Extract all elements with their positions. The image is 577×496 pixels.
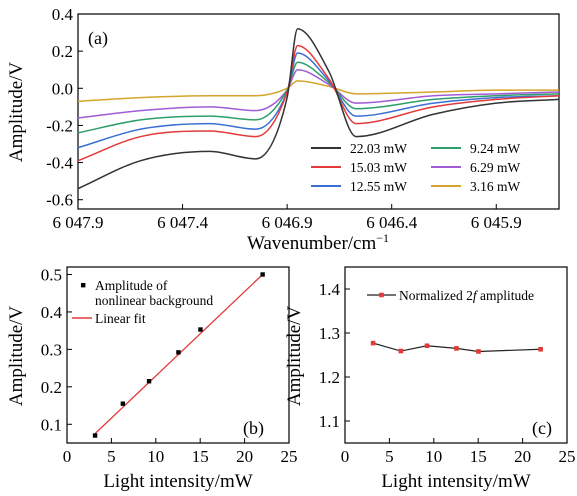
panel-b: 0 5 10 15 20 25 0.1 0.2 0.3 0.4 0.5 (b) Amplitude/… <box>6 265 298 492</box>
panel-c-xtick-label: 0 <box>341 447 350 466</box>
panel-a-xtick-label: 6 047.9 <box>53 213 104 232</box>
panel-a-xtick-label: 6 047.4 <box>157 213 209 232</box>
panel-a-legend-label: 22.03 mW <box>350 141 407 156</box>
panel-a-ytick-label: 0.4 <box>52 5 74 24</box>
panel-b-point <box>198 327 203 332</box>
panel-b-point <box>260 272 265 277</box>
panel-c-xtick-label: 10 <box>425 447 442 466</box>
panel-c-legend-marker <box>379 292 384 298</box>
panel-c-legend-label-pre: Normalized 2 <box>399 288 473 303</box>
panel-b-legend-label-2: nonlinear background <box>95 293 213 308</box>
panel-b-frame <box>66 266 290 444</box>
panel-b-point <box>176 350 181 355</box>
panel-a-legend-label: 15.03 mW <box>350 160 407 175</box>
panel-a-ytick-label: 0.2 <box>52 42 73 61</box>
panel-b-xtick-label: 10 <box>147 447 164 466</box>
panel-a-curves <box>77 28 560 190</box>
panel-a-xlabel-sup: −1 <box>376 231 389 245</box>
panel-a-series-line <box>77 68 560 119</box>
panel-c-point <box>476 349 481 354</box>
panel-b-point <box>120 401 126 406</box>
panel-c-ytick-label: 1.2 <box>319 368 340 387</box>
panel-c-xtick-label: 15 <box>470 447 487 466</box>
panel-b-point <box>146 379 152 384</box>
panel-b-xtick-label: 5 <box>107 447 116 466</box>
panel-a-label: (a) <box>88 28 108 49</box>
panel-a-series-line <box>77 28 560 190</box>
panel-a-legend: 22.03 mW 15.03 mW 12.55 mW 9.24 mW 6.29 mW 3.… <box>311 141 521 194</box>
panel-b-xlabel: Light intensity/mW <box>103 471 252 492</box>
panel-a-series-line <box>77 44 560 162</box>
panel-c-xtick-label: 25 <box>559 447 576 466</box>
panel-a-ytick-label: -0.4 <box>46 154 73 173</box>
panel-c-ytick-label: 1.1 <box>319 412 340 431</box>
panel-c-legend-label-italic: f <box>473 288 479 303</box>
panel-a-ytick-label: 0.0 <box>52 79 73 98</box>
panel-c-frame <box>344 266 568 444</box>
panel-b-ytick-label: 0.5 <box>41 265 62 284</box>
panel-a-xlabel-text: Wavenumber/cm <box>247 233 377 254</box>
panel-c-xlabel: Light intensity/mW <box>381 471 530 492</box>
panel-b-ytick-label: 0.1 <box>41 415 62 434</box>
panel-a-frame <box>77 13 560 210</box>
panel-c-marks <box>370 340 543 354</box>
panel-a-xtick-label: 6 046.9 <box>262 213 313 232</box>
panel-a-ticks: 6 047.9 6 047.4 6 046.9 6 046.4 6 045.9 0.4 0.… <box>46 5 522 232</box>
panel-a-series-line <box>77 52 560 149</box>
panel-c-ytick-label: 1.3 <box>319 324 340 343</box>
panel-c-point <box>538 346 543 352</box>
panel-c-point <box>398 348 404 354</box>
panel-b-ylabel: Amplitude/V <box>6 306 27 407</box>
panel-c-point <box>370 340 376 346</box>
panel-c-legend-label: Normalized 2f amplitude <box>399 288 534 303</box>
panel-b-ytick-label: 0.3 <box>41 340 62 359</box>
panel-a-xtick-label: 6 045.9 <box>471 213 522 232</box>
panel-c-legend: Normalized 2f amplitude <box>367 288 534 303</box>
panel-b-xtick-label: 15 <box>192 447 209 466</box>
panel-b-ticks: 0 5 10 15 20 25 0.1 0.2 0.3 0.4 0.5 <box>41 265 298 466</box>
panel-a-legend-label: 9.24 mW <box>470 141 521 156</box>
panel-c-ticks: 0 5 10 15 20 25 1.1 1.2 1.3 1.4 <box>319 280 576 466</box>
panel-c-point <box>424 343 430 349</box>
panel-c-legend-label-post: amplitude <box>477 288 534 303</box>
panel-b-xtick-label: 25 <box>281 447 298 466</box>
panel-a-series-line <box>77 80 559 103</box>
panel-c-label: (c) <box>532 418 552 439</box>
panel-b-point <box>92 433 98 438</box>
panel-b-legend-marker <box>81 283 86 288</box>
panel-a-legend-label: 12.55 mW <box>350 179 407 194</box>
panel-b-legend-label: Amplitude of <box>95 278 168 293</box>
panel-c-point <box>454 346 459 351</box>
panel-b-ytick-label: 0.4 <box>41 303 63 322</box>
panel-c-series-line <box>372 342 541 353</box>
panel-c-xtick-label: 5 <box>385 447 394 466</box>
panel-c-xtick-label: 20 <box>514 447 531 466</box>
panel-b-legend-label: Linear fit <box>95 311 146 326</box>
panel-a-series-line <box>77 61 560 134</box>
panel-a-xtick-label: 6 046.4 <box>366 213 418 232</box>
panel-c-ylabel: Amplitude/V <box>284 306 305 407</box>
panel-a-xlabel: Wavenumber/cm−1 <box>247 231 389 254</box>
panel-a-ytick-label: -0.6 <box>46 191 73 210</box>
panel-b-label: (b) <box>243 418 264 439</box>
panel-c-ytick-label: 1.4 <box>319 280 341 299</box>
panel-b-ytick-label: 0.2 <box>41 378 62 397</box>
panel-a-ylabel: Amplitude/V <box>6 62 27 163</box>
panel-c: 0 5 10 15 20 25 1.1 1.2 1.3 1.4 (c) Amplitude/V L… <box>284 266 576 492</box>
panel-b-xtick-label: 0 <box>63 447 72 466</box>
panel-a: 6 047.9 6 047.4 6 046.9 6 046.4 6 045.9 0.4 0.… <box>6 5 560 254</box>
panel-b-marks <box>92 272 265 438</box>
panel-a-legend-label: 3.16 mW <box>470 179 521 194</box>
panel-a-legend-label: 6.29 mW <box>470 160 521 175</box>
panel-a-ytick-label: -0.2 <box>46 116 73 135</box>
panel-b-xtick-label: 20 <box>236 447 253 466</box>
